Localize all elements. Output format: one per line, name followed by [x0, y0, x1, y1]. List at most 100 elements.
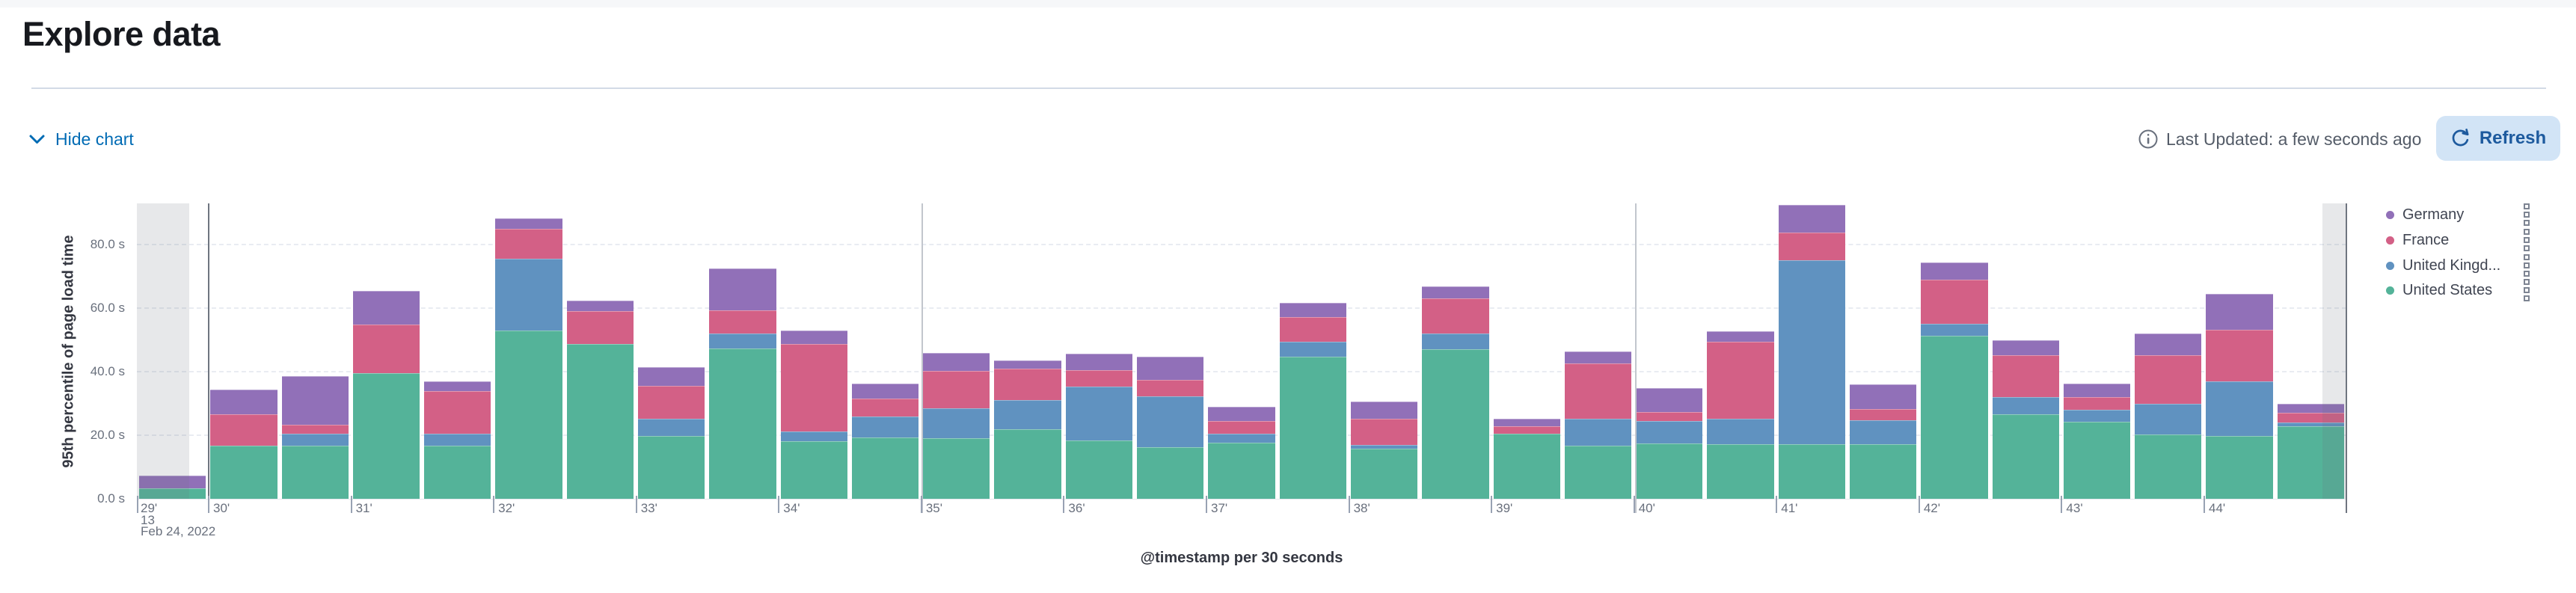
bar-segment[interactable] [2063, 421, 2131, 499]
bar-segment[interactable] [994, 400, 1061, 430]
bar-segment[interactable] [709, 268, 776, 311]
bar-segment[interactable] [1849, 444, 1917, 499]
bar-segment[interactable] [1065, 386, 1133, 440]
bar-segment[interactable] [1778, 205, 1845, 233]
bar-segment[interactable] [1564, 445, 1632, 499]
bar-segment[interactable] [709, 348, 776, 499]
bar-segment[interactable] [281, 425, 349, 434]
bar-segment[interactable] [709, 310, 776, 334]
bar-segment[interactable] [139, 488, 206, 499]
bar-segment[interactable] [1564, 363, 1632, 420]
bar-segment[interactable] [1564, 419, 1632, 446]
bar-segment[interactable] [638, 435, 705, 499]
bar-segment[interactable] [2206, 294, 2273, 330]
bar-segment[interactable] [1992, 340, 2059, 356]
bar-segment[interactable] [2135, 404, 2202, 435]
bar-segment[interactable] [1422, 286, 1489, 299]
bar-segment[interactable] [1279, 356, 1346, 499]
legend-actions-icon[interactable] [2524, 279, 2530, 301]
bar-segment[interactable] [1849, 384, 1917, 409]
bar-segment[interactable] [1992, 414, 2059, 499]
bar-segment[interactable] [495, 331, 562, 499]
bar-segment[interactable] [424, 381, 491, 391]
bar-segment[interactable] [1350, 402, 1418, 420]
bar-segment[interactable] [1065, 440, 1133, 499]
bar-segment[interactable] [994, 429, 1061, 499]
bar-segment[interactable] [1065, 354, 1133, 370]
bar-segment[interactable] [139, 476, 206, 488]
legend-actions-icon[interactable] [2524, 203, 2530, 226]
legend-item[interactable]: France [2386, 229, 2530, 251]
legend-actions-icon[interactable] [2524, 229, 2530, 251]
bar-segment[interactable] [495, 218, 562, 229]
bar-segment[interactable] [923, 408, 990, 439]
bar-segment[interactable] [1707, 444, 1774, 499]
bar-segment[interactable] [2206, 435, 2273, 499]
bar-segment[interactable] [352, 325, 420, 374]
bar-segment[interactable] [1636, 387, 1703, 413]
bar-segment[interactable] [709, 334, 776, 349]
bar-segment[interactable] [1707, 331, 1774, 342]
bar-segment[interactable] [566, 311, 634, 344]
bar-segment[interactable] [1279, 302, 1346, 318]
bar-segment[interactable] [638, 419, 705, 436]
bar-segment[interactable] [1350, 444, 1418, 449]
bar-segment[interactable] [495, 228, 562, 259]
bar-segment[interactable] [2206, 329, 2273, 382]
bar-segment[interactable] [1778, 443, 1845, 499]
bar-segment[interactable] [566, 343, 634, 499]
bar-segment[interactable] [638, 366, 705, 386]
bar-segment[interactable] [1137, 356, 1204, 380]
bar-segment[interactable] [994, 369, 1061, 401]
bar-segment[interactable] [1849, 408, 1917, 421]
info-icon[interactable] [2138, 129, 2159, 150]
bar-segment[interactable] [1564, 351, 1632, 364]
bar-segment[interactable] [1422, 298, 1489, 334]
bar-segment[interactable] [1137, 446, 1204, 499]
bar-segment[interactable] [1137, 396, 1204, 447]
bar-segment[interactable] [1921, 279, 1988, 324]
bar-segment[interactable] [1208, 443, 1275, 499]
bar-segment[interactable] [210, 389, 277, 414]
bar-segment[interactable] [2277, 413, 2344, 423]
bar-segment[interactable] [1208, 420, 1275, 434]
bar-segment[interactable] [210, 414, 277, 446]
bar-segment[interactable] [2277, 404, 2344, 414]
bar-segment[interactable] [1208, 406, 1275, 421]
bar-segment[interactable] [1778, 232, 1845, 261]
bar-segment[interactable] [424, 433, 491, 446]
bar-segment[interactable] [281, 375, 349, 425]
bar-segment[interactable] [1493, 419, 1560, 426]
bar-segment[interactable] [923, 370, 990, 409]
bar-segment[interactable] [1422, 349, 1489, 499]
bar-segment[interactable] [1921, 336, 1988, 499]
bar-segment[interactable] [281, 445, 349, 499]
bar-segment[interactable] [2206, 381, 2273, 436]
bar-segment[interactable] [424, 446, 491, 499]
bar-segment[interactable] [424, 390, 491, 434]
bar-segment[interactable] [1636, 421, 1703, 443]
bar-segment[interactable] [2135, 434, 2202, 499]
bar-segment[interactable] [1921, 262, 1988, 280]
bar-segment[interactable] [1636, 412, 1703, 422]
bar-segment[interactable] [281, 433, 349, 446]
bar-segment[interactable] [780, 431, 847, 442]
bar-segment[interactable] [780, 344, 847, 431]
legend-actions-icon[interactable] [2524, 254, 2530, 277]
bar-segment[interactable] [495, 259, 562, 331]
bar-segment[interactable] [1992, 355, 2059, 398]
bar-segment[interactable] [780, 441, 847, 499]
legend-item[interactable]: Germany [2386, 203, 2530, 226]
bar-segment[interactable] [2063, 384, 2131, 397]
bar-segment[interactable] [1921, 323, 1988, 337]
bar-segment[interactable] [1350, 419, 1418, 445]
bar-segment[interactable] [1279, 341, 1346, 357]
bar-segment[interactable] [1778, 260, 1845, 444]
bar-segment[interactable] [1707, 418, 1774, 445]
bar-segment[interactable] [2277, 422, 2344, 426]
bar-segment[interactable] [1350, 449, 1418, 499]
bar-segment[interactable] [1279, 317, 1346, 342]
bar-segment[interactable] [851, 383, 919, 399]
bar-segment[interactable] [1493, 425, 1560, 434]
bar-segment[interactable] [923, 438, 990, 499]
